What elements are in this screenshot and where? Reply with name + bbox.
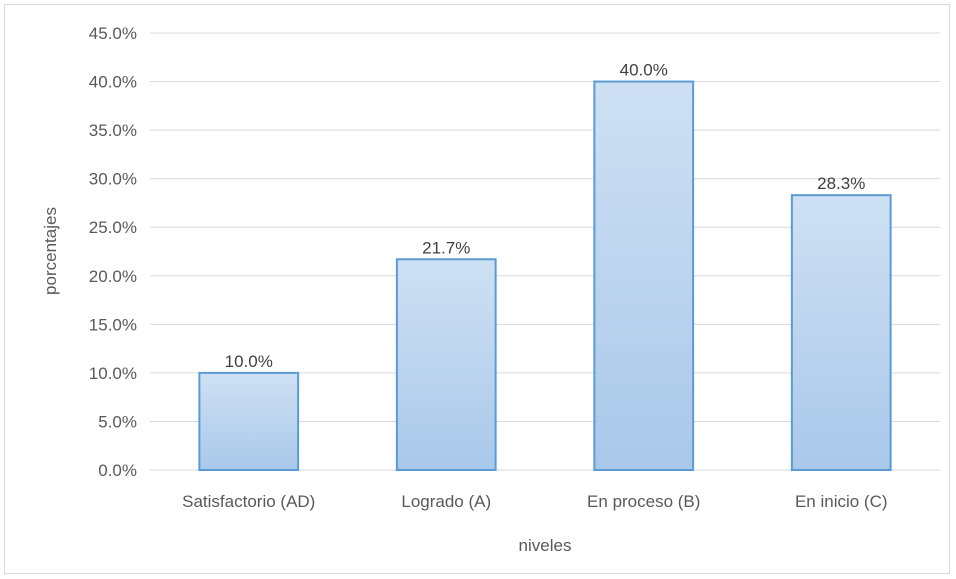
y-tick-label: 45.0% <box>89 24 137 43</box>
x-axis-categories: Satisfactorio (AD) Logrado (A) En proceso … <box>182 492 887 511</box>
y-axis-ticks: 0.0% 5.0% 10.0% 15.0% 20.0% 25.0% 30.0% 35.0% 40… <box>89 24 137 480</box>
y-tick-label: 0.0% <box>98 461 137 480</box>
y-axis-title: porcentajes <box>41 207 60 295</box>
y-tick-label: 5.0% <box>98 412 137 431</box>
bars <box>198 80 892 472</box>
y-tick-label: 10.0% <box>89 364 137 383</box>
y-tick-label: 30.0% <box>89 170 137 189</box>
x-category-label: En inicio (C) <box>795 492 888 511</box>
y-tick-label: 25.0% <box>89 218 137 237</box>
y-tick-label: 40.0% <box>89 73 137 92</box>
x-category-label: En proceso (B) <box>587 492 700 511</box>
data-label: 28.3% <box>817 174 865 193</box>
x-category-label: Logrado (A) <box>401 492 491 511</box>
y-tick-label: 35.0% <box>89 121 137 140</box>
data-label: 10.0% <box>225 352 273 371</box>
x-category-label: Satisfactorio (AD) <box>182 492 315 511</box>
y-tick-label: 20.0% <box>89 267 137 286</box>
data-label: 40.0% <box>620 61 668 80</box>
bar <box>593 80 695 472</box>
bar <box>198 371 300 471</box>
data-label: 21.7% <box>422 238 470 257</box>
bar <box>790 194 892 471</box>
x-axis-title: niveles <box>519 536 572 555</box>
data-labels: 10.0% 21.7% 40.0% 28.3% <box>225 61 866 371</box>
y-tick-label: 15.0% <box>89 315 137 334</box>
bar <box>395 258 497 471</box>
